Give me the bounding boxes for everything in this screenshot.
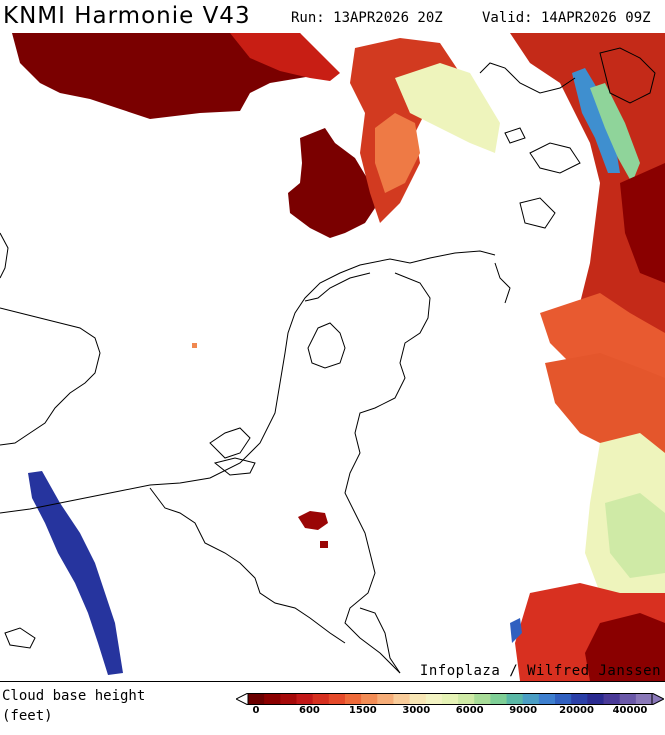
cloud-field-north-sea-red bbox=[230, 33, 340, 81]
scale-swatch bbox=[635, 693, 653, 705]
cloud-field-green-band bbox=[590, 83, 640, 183]
scale-swatch bbox=[490, 693, 508, 705]
scale-tick-label: 40000 bbox=[612, 705, 648, 716]
scale-swatch bbox=[312, 693, 330, 705]
scale-swatch bbox=[571, 693, 588, 705]
cloud-field-yellow-top bbox=[395, 63, 500, 153]
scale-swatch bbox=[555, 693, 572, 705]
scale-swatch bbox=[280, 693, 297, 705]
scale-swatch bbox=[377, 693, 394, 705]
cloud-field-green-east bbox=[605, 493, 665, 578]
run-time: Run: 13APR2026 20Z bbox=[291, 10, 443, 26]
scale-swatch bbox=[344, 693, 362, 705]
scale-swatch bbox=[425, 693, 443, 705]
scale-swatch bbox=[538, 693, 556, 705]
scale-swatch bbox=[587, 693, 605, 705]
cloud-field-wadden-light bbox=[375, 113, 420, 193]
scale-swatch bbox=[393, 693, 411, 705]
cloud-field-belgium bbox=[298, 511, 328, 530]
map-panel: Infoplaza / Wilfred Janssen bbox=[0, 33, 665, 682]
scale-swatch bbox=[522, 693, 540, 705]
legend-title: Cloud base height (feet) bbox=[2, 686, 145, 726]
cloud-field-channel-blue bbox=[28, 471, 123, 675]
scale-swatch bbox=[441, 693, 459, 705]
scale-tick-label: 3000 bbox=[402, 705, 431, 716]
map-credit: Infoplaza / Wilfred Janssen bbox=[420, 663, 661, 679]
cloud-field-southeast-dark bbox=[585, 613, 665, 681]
scale-tick-label: 1500 bbox=[348, 705, 377, 716]
coastlines bbox=[0, 47, 656, 674]
scale-tick-label: 9000 bbox=[509, 705, 538, 716]
scale-swatch bbox=[248, 693, 265, 705]
cloud-field-blue-band bbox=[572, 68, 620, 173]
scale-swatch bbox=[361, 693, 378, 705]
cloud-field-offshore bbox=[288, 128, 375, 238]
scale-arrow-left bbox=[236, 693, 249, 705]
cloud-base-map: Infoplaza / Wilfred Janssen bbox=[0, 33, 665, 681]
scale-swatch bbox=[506, 693, 524, 705]
scale-tick-label: 20000 bbox=[559, 705, 594, 716]
scale-swatch bbox=[603, 693, 621, 705]
color-scale-ticks: 0 600 1500 3000 6000 9000 20000 40000 bbox=[236, 705, 664, 719]
map-title: KNMI Harmonie V43 bbox=[3, 3, 251, 29]
scale-swatch bbox=[296, 693, 314, 705]
cloud-field-belgium-dot bbox=[320, 541, 328, 548]
color-scale bbox=[236, 693, 664, 705]
scale-swatch bbox=[619, 693, 637, 705]
scale-tick-label: 6000 bbox=[455, 705, 484, 716]
legend-panel: Cloud base height (feet) 0 600 1500 3000 600… bbox=[0, 682, 665, 735]
scale-swatch bbox=[474, 693, 491, 705]
cloud-field-small-dot bbox=[192, 343, 197, 348]
scale-tick-label: 600 bbox=[298, 705, 320, 716]
cloud-field-small-blue bbox=[510, 618, 522, 643]
scale-swatch bbox=[409, 693, 427, 705]
legend-title-line2: (feet) bbox=[2, 708, 53, 724]
legend-title-line1: Cloud base height bbox=[2, 688, 146, 704]
scale-tick-label: 0 bbox=[252, 705, 260, 716]
header: KNMI Harmonie V43 Run: 13APR2026 20Z Val… bbox=[0, 0, 665, 33]
scale-swatch bbox=[264, 693, 281, 705]
cloud-field-dark-east bbox=[620, 163, 665, 283]
cloud-field-east bbox=[510, 33, 665, 363]
valid-time: Valid: 14APR2026 09Z bbox=[482, 10, 651, 26]
scale-arrow-right bbox=[651, 693, 664, 705]
scale-swatch bbox=[328, 693, 346, 705]
scale-swatch bbox=[458, 693, 475, 705]
